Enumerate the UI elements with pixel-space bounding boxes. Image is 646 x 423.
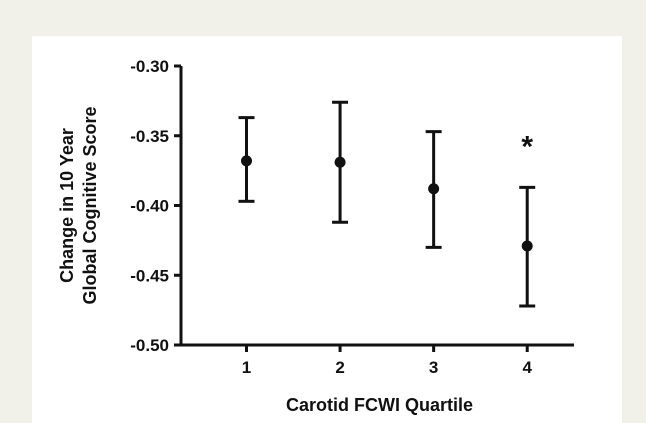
- y-axis-label-line: Global Cognitive Score: [80, 106, 100, 304]
- y-tick-label: -0.30: [130, 57, 169, 76]
- y-tick-label: -0.50: [130, 336, 169, 355]
- x-tick-label: 4: [522, 358, 532, 377]
- y-tick-label: -0.35: [130, 127, 169, 146]
- significance-marker: *: [521, 131, 533, 164]
- chart-axes: [179, 66, 574, 347]
- data-point: [521, 240, 533, 252]
- y-tick-label: -0.45: [130, 266, 169, 285]
- x-tick-label: 1: [242, 358, 251, 377]
- x-tick-label: 2: [335, 358, 344, 377]
- x-tick-label: 3: [429, 358, 438, 377]
- chart-ticks: -0.30 -0.35 -0.40 -0.45 -0.50 1 2 3 4: [130, 57, 532, 377]
- x-axis-label: Carotid FCWI Quartile: [286, 395, 473, 415]
- chart-marks: [238, 100, 536, 308]
- data-point: [334, 156, 346, 168]
- y-tick-label: -0.40: [130, 197, 169, 216]
- data-point: [241, 155, 252, 167]
- chart-panel: [32, 36, 622, 423]
- chart-labels: * Carotid FCWI Quartile Change in 10 Year G…: [57, 106, 533, 415]
- y-axis-label-line: Change in 10 Year: [57, 128, 77, 283]
- data-point: [428, 183, 440, 195]
